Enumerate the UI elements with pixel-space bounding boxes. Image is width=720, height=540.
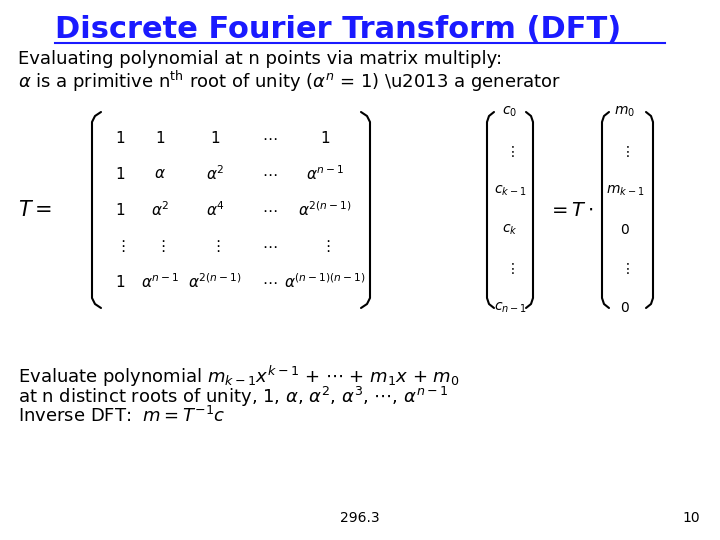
Text: 296.3: 296.3 — [340, 511, 380, 525]
Text: 10: 10 — [683, 511, 700, 525]
Text: $\cdots$: $\cdots$ — [262, 202, 278, 218]
Text: $1$: $1$ — [115, 274, 125, 290]
Text: $\vdots$: $\vdots$ — [210, 238, 220, 254]
Text: $\cdots$: $\cdots$ — [262, 274, 278, 289]
Text: $c_{k-1}$: $c_{k-1}$ — [494, 183, 526, 198]
Text: $1$: $1$ — [320, 130, 330, 146]
Text: $\vdots$: $\vdots$ — [620, 144, 630, 159]
Text: $1$: $1$ — [210, 130, 220, 146]
Text: Evaluating polynomial at n points via matrix multiply:: Evaluating polynomial at n points via ma… — [18, 50, 502, 68]
Text: $\alpha$: $\alpha$ — [154, 166, 166, 181]
Text: $\vdots$: $\vdots$ — [505, 261, 515, 276]
Text: $\alpha^{2(n-1)}$: $\alpha^{2(n-1)}$ — [298, 201, 352, 219]
Text: $c_k$: $c_k$ — [503, 222, 518, 237]
Text: $\vdots$: $\vdots$ — [505, 144, 515, 159]
Text: $\alpha^2$: $\alpha^2$ — [206, 165, 224, 184]
Text: $= T\,{\cdot}$: $= T\,{\cdot}$ — [548, 200, 593, 219]
Text: $1$: $1$ — [115, 130, 125, 146]
Text: $m_0$: $m_0$ — [614, 105, 636, 119]
Text: $\vdots$: $\vdots$ — [320, 238, 330, 254]
Text: $\alpha$ is a primitive n$^{\mathsf{th}}$ root of unity ($\alpha^n$ = 1) \u2013 : $\alpha$ is a primitive n$^{\mathsf{th}}… — [18, 69, 561, 94]
Text: $c_{n-1}$: $c_{n-1}$ — [493, 301, 526, 315]
Text: $c_0$: $c_0$ — [503, 105, 518, 119]
Text: $1$: $1$ — [155, 130, 165, 146]
Text: $0$: $0$ — [620, 301, 630, 315]
Text: $\alpha^2$: $\alpha^2$ — [150, 201, 169, 219]
Text: $T =$: $T =$ — [18, 200, 52, 220]
Text: $\cdots$: $\cdots$ — [262, 166, 278, 181]
Text: $m_{k-1}$: $m_{k-1}$ — [606, 183, 644, 198]
Text: $\vdots$: $\vdots$ — [114, 238, 125, 254]
Text: Inverse DFT:  $m = T^{-1}c$: Inverse DFT: $m = T^{-1}c$ — [18, 406, 225, 426]
Text: $1$: $1$ — [115, 166, 125, 182]
Text: $\cdots$: $\cdots$ — [262, 239, 278, 253]
Text: $\alpha^4$: $\alpha^4$ — [205, 201, 225, 219]
Text: Evaluate polynomial $m_{k-1}x^{k-1}$ + $\cdots$ + $m_1x$ + $m_0$: Evaluate polynomial $m_{k-1}x^{k-1}$ + $… — [18, 364, 460, 389]
Text: $\alpha^{n-1}$: $\alpha^{n-1}$ — [306, 165, 344, 184]
Text: at n distinct roots of unity, 1, $\alpha$, $\alpha^2$, $\alpha^3$, $\cdots$, $\a: at n distinct roots of unity, 1, $\alpha… — [18, 385, 449, 409]
Text: $\alpha^{n-1}$: $\alpha^{n-1}$ — [141, 273, 179, 292]
Text: Discrete Fourier Transform (DFT): Discrete Fourier Transform (DFT) — [55, 15, 621, 44]
Text: $\alpha^{(n-1)(n-1)}$: $\alpha^{(n-1)(n-1)}$ — [284, 273, 366, 292]
Text: $\alpha^{2(n-1)}$: $\alpha^{2(n-1)}$ — [188, 273, 242, 292]
Text: $\vdots$: $\vdots$ — [620, 261, 630, 276]
Text: $\cdots$: $\cdots$ — [262, 131, 278, 145]
Text: $\vdots$: $\vdots$ — [155, 238, 165, 254]
Text: $0$: $0$ — [620, 222, 630, 237]
Text: $1$: $1$ — [115, 202, 125, 218]
